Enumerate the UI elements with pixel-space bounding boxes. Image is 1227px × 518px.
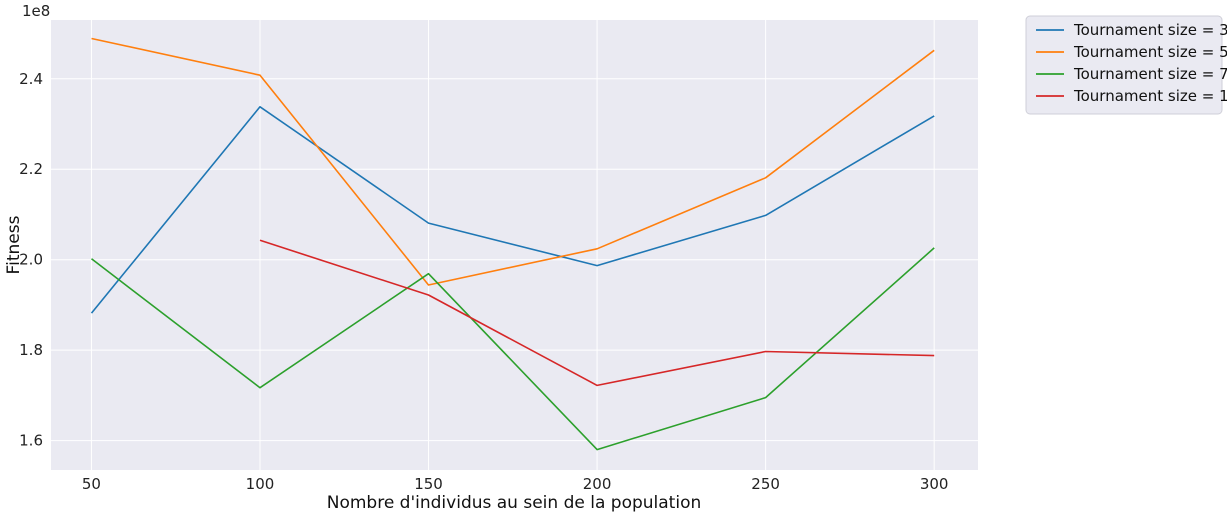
x-tick-label: 150 <box>414 475 443 493</box>
y-tick-label: 2.0 <box>19 251 43 269</box>
x-tick-label: 50 <box>82 475 101 493</box>
x-axis-label: Nombre d'individus au sein de la populat… <box>327 493 702 513</box>
series-line-1 <box>90 106 935 314</box>
y-tick-label: 2.4 <box>19 70 43 88</box>
x-axis-ticks: 50 100 150 200 250 300 <box>82 475 949 493</box>
x-tick-label: 100 <box>246 475 275 493</box>
grid <box>51 20 978 470</box>
legend-label: Tournament size = 5 <box>1073 43 1227 61</box>
series-line-2 <box>91 37 935 286</box>
legend-frame <box>1025 15 1223 115</box>
series-line-3 <box>91 247 935 451</box>
legend: Tournament size = 3 Tournament size = 5 To… <box>1025 15 1227 115</box>
y-axis-label: Fitness <box>4 215 24 274</box>
legend-label: Tournament size = 7 <box>1073 65 1227 83</box>
y-offset-label: 1e8 <box>22 2 50 20</box>
y-tick-label: 1.6 <box>19 432 43 450</box>
y-axis-ticks: 1.6 1.8 2.0 2.2 2.4 <box>19 70 43 450</box>
y-tick-label: 1.8 <box>19 341 43 359</box>
series-line-4 <box>259 239 935 387</box>
x-tick-label: 300 <box>920 475 949 493</box>
series-lines <box>90 37 935 451</box>
legend-label: Tournament size = 10 <box>1073 87 1227 105</box>
y-tick-label: 2.2 <box>19 160 43 178</box>
x-tick-label: 250 <box>751 475 780 493</box>
x-tick-label: 200 <box>583 475 612 493</box>
legend-label: Tournament size = 3 <box>1073 21 1227 39</box>
